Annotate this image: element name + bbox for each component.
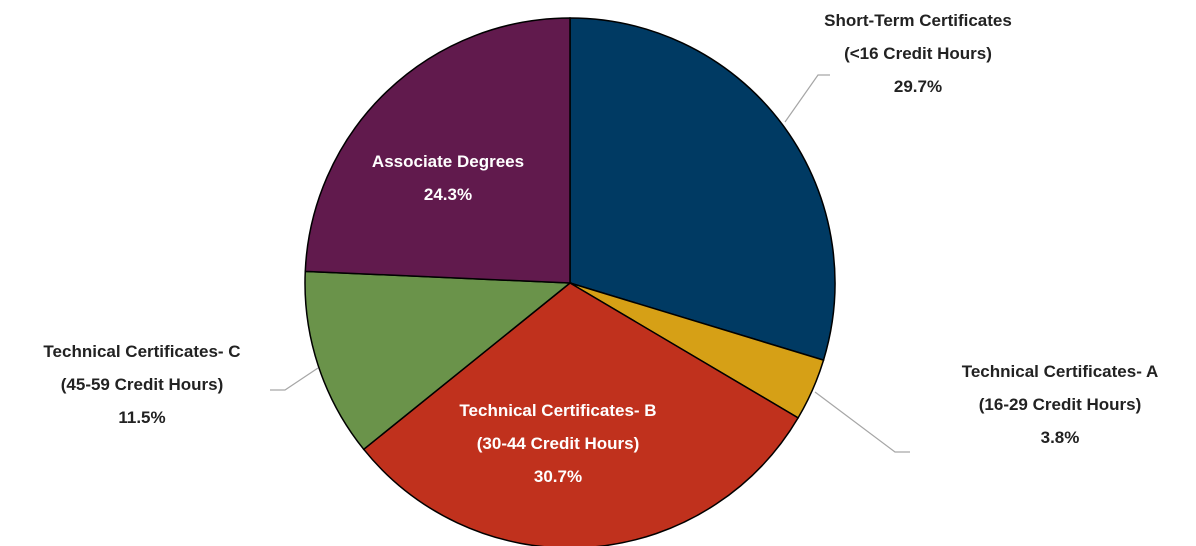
category-label: Associate Degrees [372, 152, 524, 171]
category-label: Technical Certificates- A [962, 362, 1159, 381]
category-label: (30-44 Credit Hours) [477, 434, 639, 453]
category-label: (45-59 Credit Hours) [61, 375, 223, 394]
leader-line [270, 367, 319, 391]
value-label: 30.7% [534, 467, 582, 486]
pie-slice [362, 282, 800, 546]
pie-slice [304, 17, 571, 284]
category-label: Short-Term Certificates [824, 11, 1012, 30]
category-label: Technical Certificates- C [43, 342, 240, 361]
pie-slice [569, 17, 836, 362]
slice-label: Technical Certificates- B (30-44 Credit H… [459, 401, 656, 486]
category-label: Technical Certificates- B [459, 401, 656, 420]
value-label: 3.8% [1041, 428, 1080, 447]
category-label: (<16 Credit Hours) [844, 44, 992, 63]
slice-label: Short-Term Certificates (<16 Credit Hours… [824, 11, 1012, 96]
slices [304, 17, 836, 546]
slice-label: Technical Certificates- A (16-29 Credit H… [962, 362, 1159, 447]
leader-line [784, 74, 830, 123]
slice-label: Technical Certificates- C (45-59 Credit H… [43, 342, 240, 427]
value-label: 29.7% [894, 77, 942, 96]
value-label: 11.5% [118, 408, 165, 427]
value-label: 24.3% [424, 185, 472, 204]
pie-slice [304, 270, 573, 451]
leader-line [814, 391, 910, 453]
slice-label: Associate Degrees 24.3% [372, 152, 524, 204]
leader-lines [270, 74, 910, 453]
category-label: (16-29 Credit Hours) [979, 395, 1141, 414]
